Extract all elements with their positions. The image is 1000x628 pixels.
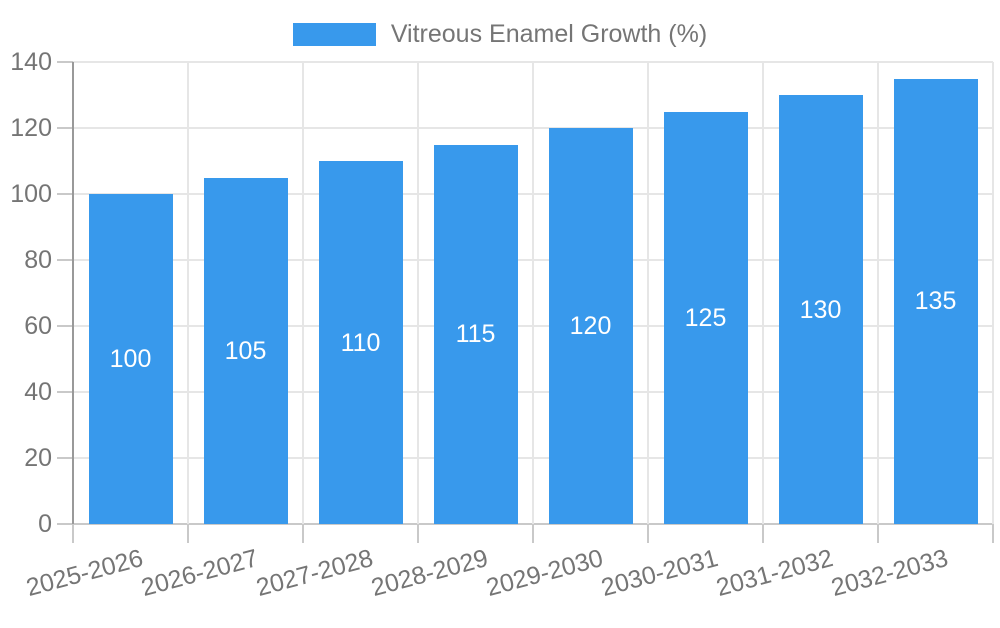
y-axis-line bbox=[72, 62, 74, 524]
x-axis-tick bbox=[72, 524, 74, 543]
plot-area: 0 20 40 60 80 100 120 140 100 2025-2026 105 2026-20… bbox=[10, 48, 994, 602]
bar-value-label: 110 bbox=[340, 328, 381, 357]
x-axis-tick bbox=[187, 524, 189, 543]
legend-swatch bbox=[292, 23, 376, 46]
x-axis-tick bbox=[417, 524, 419, 543]
gridline-vertical bbox=[532, 62, 534, 524]
y-axis-label: 0 bbox=[38, 510, 52, 538]
y-axis-label: 100 bbox=[10, 180, 52, 208]
y-axis-tick bbox=[57, 325, 73, 327]
y-axis-label: 140 bbox=[10, 48, 52, 76]
y-axis-tick bbox=[57, 193, 73, 195]
gridline-vertical bbox=[417, 62, 419, 524]
y-axis-tick bbox=[57, 391, 73, 393]
y-axis-tick bbox=[57, 523, 73, 525]
x-axis-tick bbox=[992, 524, 994, 543]
y-axis-tick bbox=[57, 457, 73, 459]
bar[interactable] bbox=[548, 128, 633, 524]
x-axis-tick bbox=[762, 524, 764, 543]
x-axis-tick bbox=[532, 524, 534, 543]
legend[interactable]: Vitreous Enamel Growth (%) bbox=[0, 20, 1000, 49]
bar[interactable] bbox=[663, 111, 748, 524]
bar-value-label: 135 bbox=[914, 287, 957, 316]
y-axis-tick bbox=[57, 259, 73, 261]
bar-value-label: 115 bbox=[455, 320, 496, 349]
gridline-vertical bbox=[302, 62, 304, 524]
bar-value-label: 130 bbox=[799, 295, 842, 324]
bar[interactable] bbox=[778, 95, 863, 524]
legend-label: Vitreous Enamel Growth (%) bbox=[390, 20, 708, 48]
bar[interactable] bbox=[318, 161, 403, 524]
y-axis-label: 120 bbox=[10, 114, 52, 142]
gridline-vertical bbox=[877, 62, 879, 524]
bar[interactable] bbox=[203, 177, 288, 524]
y-axis-label: 40 bbox=[24, 378, 52, 406]
bar[interactable] bbox=[433, 144, 518, 524]
gridline-vertical bbox=[762, 62, 764, 524]
bar-chart: Vitreous Enamel Growth (%) 0 20 40 60 80 100 1… bbox=[0, 20, 1000, 603]
gridline-vertical bbox=[992, 62, 994, 524]
x-axis-tick bbox=[877, 524, 879, 543]
y-axis-tick bbox=[57, 61, 73, 63]
bar[interactable] bbox=[893, 78, 978, 524]
bar-value-label: 125 bbox=[684, 303, 727, 332]
bar-value-label: 105 bbox=[224, 336, 267, 365]
gridline-vertical bbox=[187, 62, 189, 524]
bar[interactable] bbox=[88, 194, 173, 524]
y-axis-tick bbox=[57, 127, 73, 129]
gridline-vertical bbox=[647, 62, 649, 524]
y-axis-label: 80 bbox=[24, 246, 52, 274]
bar-value-label: 120 bbox=[569, 312, 612, 340]
y-axis-label: 20 bbox=[24, 444, 52, 472]
bar-value-label: 100 bbox=[109, 345, 152, 373]
x-axis-tick bbox=[302, 524, 304, 543]
y-axis-label: 60 bbox=[24, 312, 52, 340]
x-axis-tick bbox=[647, 524, 649, 543]
